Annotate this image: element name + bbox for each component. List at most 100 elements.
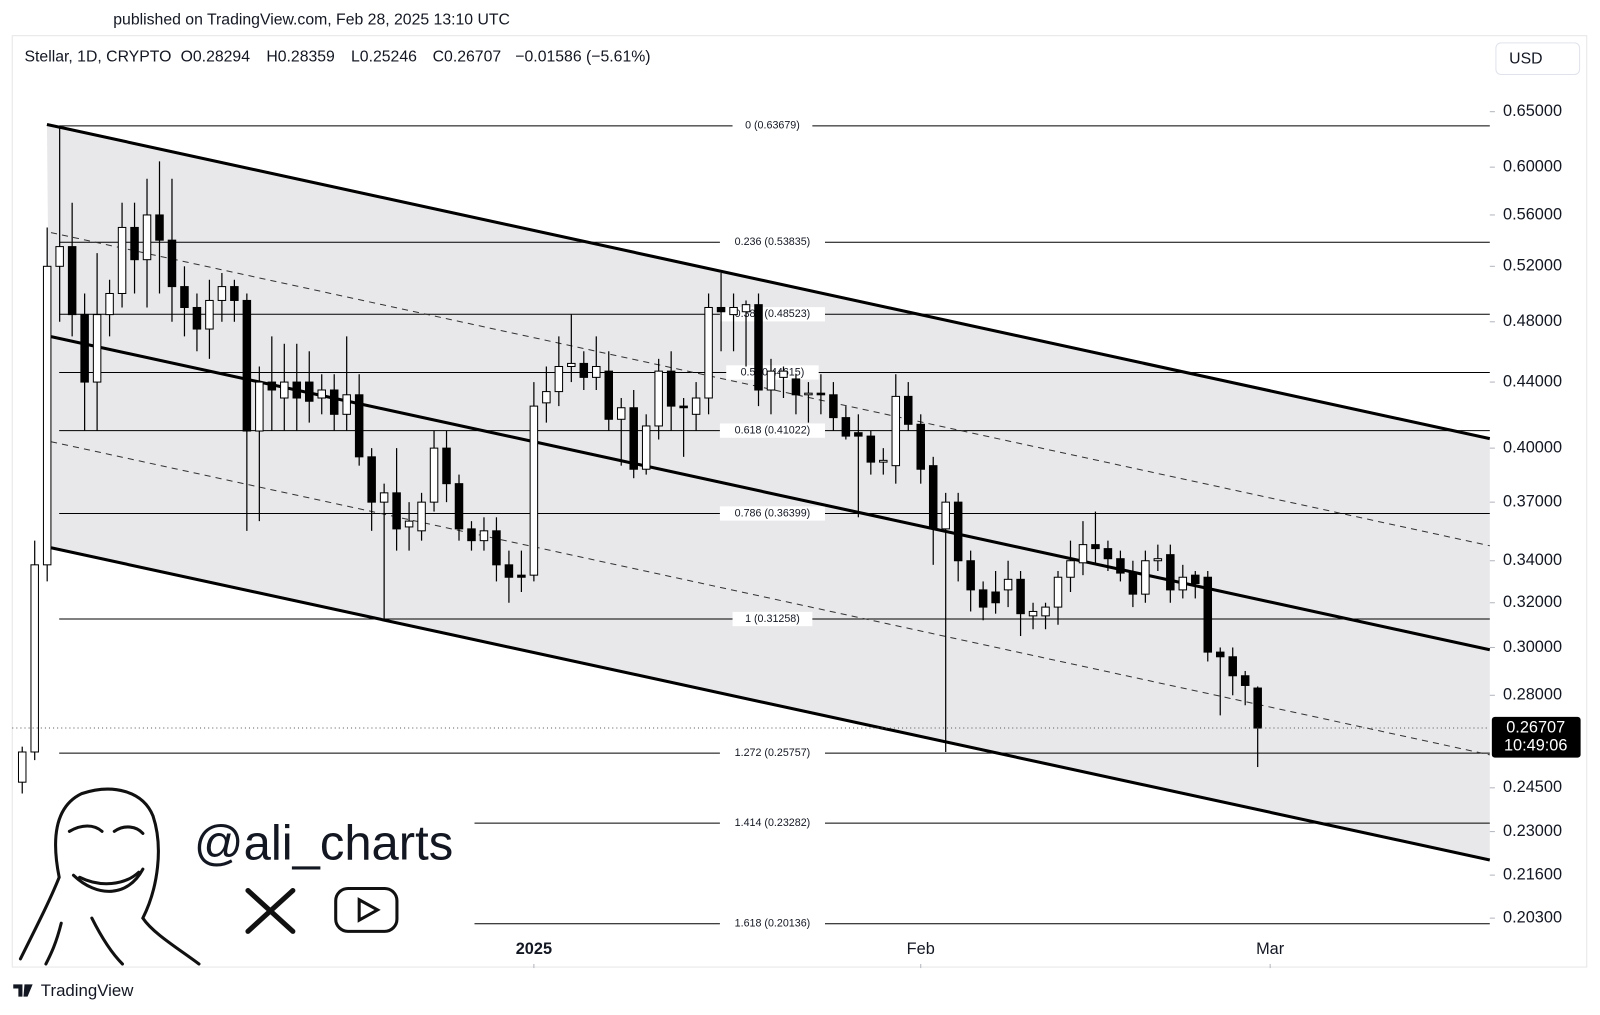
candle-body: [304, 381, 314, 402]
face-brows: [67, 824, 145, 835]
candle-body: [854, 432, 863, 437]
candle-body: [442, 447, 451, 485]
countdown-label: 10:49:06: [1504, 737, 1568, 755]
candle-body: [379, 492, 389, 503]
currency-label[interactable]: USD: [1509, 50, 1542, 67]
channel-lines: [46, 122, 1491, 862]
channel-middle: [50, 335, 1491, 652]
fib-label: 1.414 (0.23282): [735, 817, 811, 829]
candle-body: [604, 370, 614, 420]
candle-body: [916, 423, 925, 470]
candle-body: [80, 314, 89, 383]
footer-brand: TradingView: [41, 981, 134, 1000]
currency-button-box[interactable]: [1495, 42, 1581, 75]
candle-body: [504, 564, 514, 578]
candle-body: [1228, 656, 1237, 677]
candle-body: [928, 465, 938, 530]
legend-high: H0.28359: [266, 48, 335, 65]
candle-body: [92, 314, 102, 383]
y-tick-label: 0.44000: [1503, 372, 1562, 390]
fib-label: 0.786 (0.36399): [735, 507, 811, 519]
candle-body: [729, 306, 738, 316]
candle-body: [404, 520, 414, 528]
y-tick-label: 0.52000: [1503, 257, 1562, 275]
candle-body: [741, 304, 751, 313]
legend: Stellar, 1D, CRYPTO O0.28294 H0.28359 L0…: [24, 48, 650, 65]
y-tick-label: 0.65000: [1503, 102, 1562, 120]
fib-label: 0 (0.63679): [745, 120, 800, 132]
legend-change: −0.01586 (−5.61%): [515, 48, 650, 65]
candle-body: [542, 391, 551, 404]
currency-button[interactable]: USD: [1495, 42, 1581, 75]
fib-label: 0.236 (0.53835): [735, 236, 811, 248]
candle-body: [492, 530, 501, 566]
tv-logo-icon: [13, 984, 33, 997]
youtube-icon: [334, 886, 399, 933]
fib-label: 1.618 (0.20136): [735, 918, 811, 930]
candle-body: [30, 564, 39, 753]
footer-logo: TradingView: [13, 981, 134, 1000]
candle-body: [641, 425, 651, 470]
legend-low: L0.25246: [351, 48, 417, 65]
candle-body: [1053, 576, 1063, 608]
candle-body: [1091, 544, 1100, 550]
candle-body: [467, 528, 476, 542]
candle-body: [205, 299, 214, 330]
candle-body: [292, 381, 302, 399]
candle-body: [155, 214, 164, 241]
y-tick-label: 0.32000: [1503, 593, 1562, 611]
legend-close: C0.26707: [433, 48, 502, 65]
candle-body: [779, 370, 788, 378]
candle-body: [1103, 548, 1113, 560]
candle-body: [654, 370, 663, 427]
channel-dash-upper: [50, 232, 1490, 547]
candle-body: [766, 370, 776, 391]
candle-body: [317, 389, 326, 399]
candle-body: [754, 304, 763, 391]
candle-body: [1116, 558, 1125, 574]
candle-body: [866, 435, 876, 463]
candle-body: [392, 492, 401, 530]
candle-body: [1003, 578, 1013, 591]
fib-label-bg: [719, 506, 825, 521]
y-tick-label: 0.56000: [1503, 205, 1562, 223]
candle-body: [1141, 560, 1150, 595]
candle-body: [192, 306, 202, 330]
candle-body: [1253, 687, 1262, 729]
candle-body: [891, 395, 901, 467]
channel-upper: [46, 122, 1491, 441]
candle-body: [941, 501, 950, 530]
fib-label: 0.382 (0.48523): [735, 308, 811, 320]
candle-body: [829, 394, 838, 419]
y-tick-label: 0.37000: [1503, 492, 1562, 510]
last-price-box: [1491, 716, 1581, 758]
candle-body: [429, 447, 439, 503]
x-tick-label: 2025: [516, 940, 552, 958]
legend-open: O0.28294: [181, 48, 251, 65]
time-axis: 2025 Feb Mar: [516, 940, 1285, 969]
legend-symbol: Stellar, 1D, CRYPTO: [24, 48, 171, 65]
candle-body: [1240, 675, 1250, 686]
candle-body: [679, 405, 688, 409]
candle-body: [42, 265, 52, 566]
face-grin: [71, 867, 145, 893]
y-tick-label: 0.20300: [1503, 908, 1562, 926]
candle-body: [1153, 558, 1163, 562]
candle-body: [1066, 560, 1075, 578]
candle-body: [329, 389, 339, 415]
candle-body: [791, 378, 801, 396]
fib-label: 1.272 (0.25757): [735, 747, 811, 759]
candle-body: [267, 381, 277, 391]
fib-label-bg: [719, 235, 825, 250]
y-tick-label: 0.23000: [1503, 822, 1562, 840]
candle-body: [716, 306, 726, 313]
candle-body: [691, 397, 701, 415]
published-note: published on TradingView.com, Feb 28, 20…: [113, 12, 510, 29]
candle-body: [180, 286, 189, 308]
candle-body: [105, 292, 114, 316]
candle-body: [454, 483, 464, 530]
candle-body: [616, 407, 626, 420]
y-tick-label: 0.24500: [1503, 778, 1562, 796]
